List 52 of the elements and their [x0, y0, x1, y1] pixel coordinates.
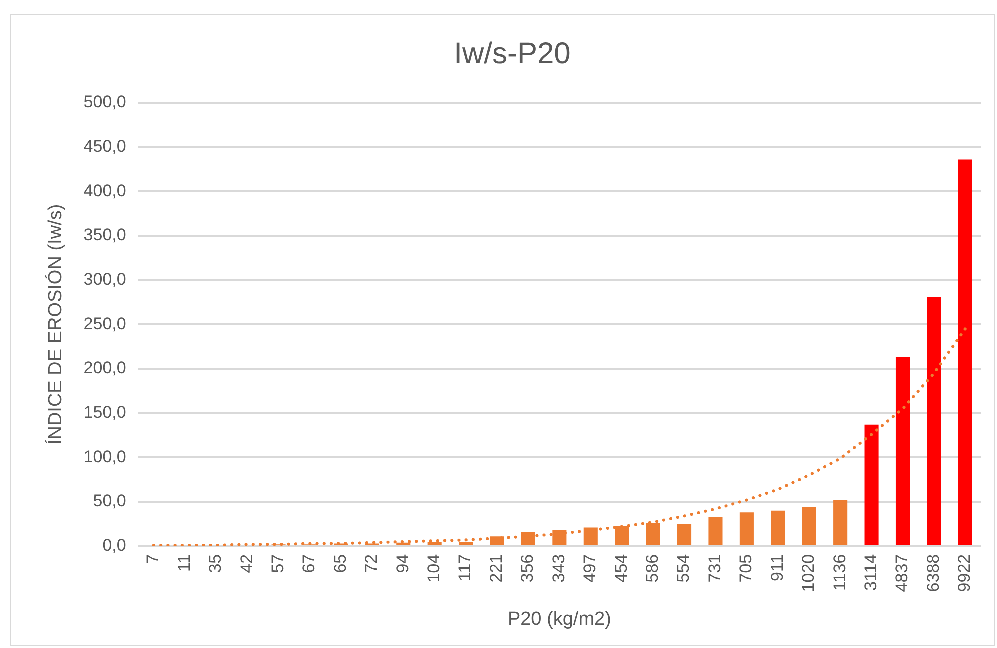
x-tick-label: 7: [144, 554, 163, 564]
y-tick-label: 250,0: [84, 314, 126, 334]
x-tick-label: 1136: [830, 554, 850, 591]
x-tick-label: 72: [362, 554, 382, 574]
x-tick-label: 221: [486, 554, 506, 583]
x-tick-label: 9922: [955, 554, 974, 592]
y-tick-label: 300,0: [84, 270, 126, 290]
x-tick-label: 65: [330, 554, 350, 574]
bar: [927, 297, 942, 546]
y-tick-label: 50,0: [93, 492, 126, 511]
x-tick-label: 343: [549, 554, 568, 583]
x-tick-label: 104: [424, 554, 444, 583]
bar: [678, 524, 692, 546]
x-tick-label: 35: [206, 554, 226, 574]
line-series: [152, 328, 967, 546]
x-tick-label: 1020: [799, 554, 818, 592]
x-tick-label: 117: [456, 554, 475, 582]
x-tick-label: 6388: [924, 554, 943, 592]
x-tick-label: 94: [393, 554, 412, 574]
x-tick-label: 497: [580, 554, 600, 583]
y-tick-label: 450,0: [84, 137, 126, 156]
bar: [834, 500, 848, 546]
bar: [958, 160, 972, 546]
x-tick-label: 586: [643, 554, 662, 583]
y-tick-label: 350,0: [84, 226, 126, 245]
x-tick-label: 554: [674, 554, 694, 583]
y-tick-label: 100,0: [84, 447, 126, 466]
bar: [864, 424, 879, 546]
x-tick-label: 67: [300, 554, 319, 574]
x-tick-label: 42: [237, 554, 256, 574]
x-tick-label: 454: [612, 554, 631, 583]
x-tick-label: 3114: [861, 554, 880, 591]
chart-title: Iw/s-P20: [454, 37, 571, 70]
x-tick-label: 57: [268, 554, 288, 574]
bar: [896, 358, 910, 546]
x-tick-label: 705: [736, 554, 756, 583]
x-tick-label: 356: [518, 554, 538, 583]
y-tick-label: 400,0: [84, 181, 126, 200]
bar: [708, 517, 723, 546]
x-tick-label: 11: [174, 554, 194, 572]
x-tick-label: 911: [768, 554, 787, 582]
y-tick-label: 150,0: [84, 403, 126, 422]
y-axis-title: ÍNDICE DE EROSIÓN (Iw/s): [44, 204, 67, 446]
bar: [802, 507, 816, 546]
y-tick-label: 200,0: [84, 358, 126, 378]
x-tick-label: 4837: [892, 554, 912, 592]
y-tick-label: 500,0: [84, 92, 126, 112]
bar: [740, 512, 754, 546]
y-tick-label: 0,0: [102, 536, 126, 556]
x-tick-label: 731: [705, 554, 724, 583]
x-axis-title: P20 (kg/m2): [508, 608, 612, 630]
bar: [771, 510, 786, 546]
